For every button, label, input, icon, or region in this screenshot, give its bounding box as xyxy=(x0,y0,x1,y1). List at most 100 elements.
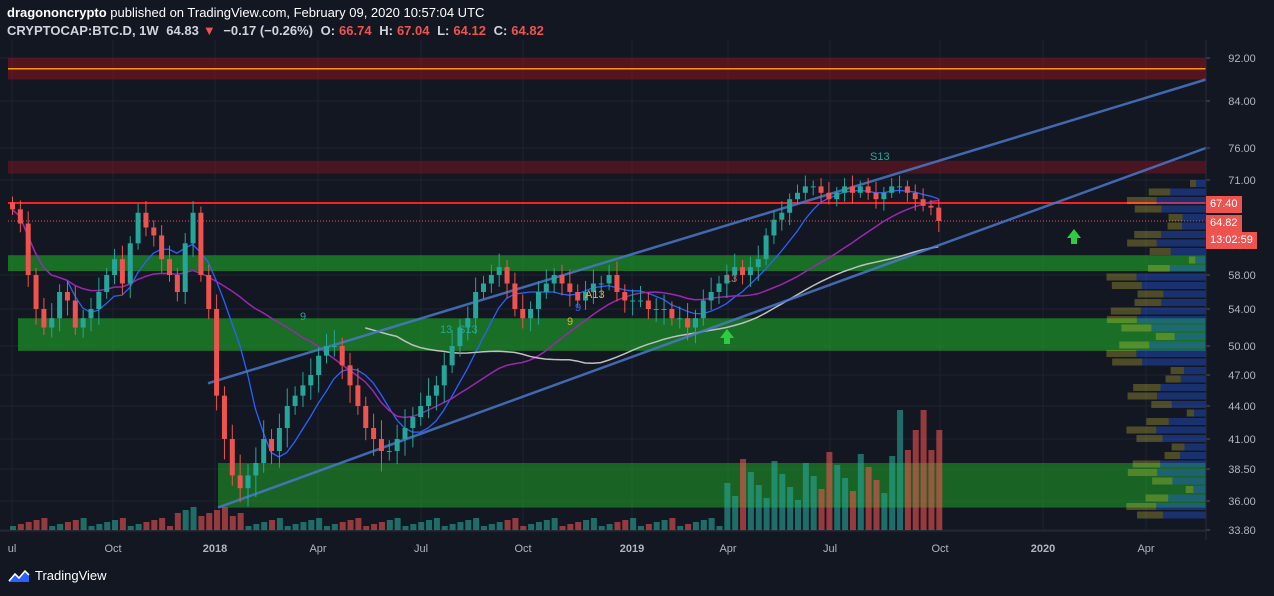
time-axis[interactable]: ul Oct 2018 Apr Jul Oct 2019 Apr Jul Oct 2020 Apr xyxy=(0,530,1206,555)
volume-bar xyxy=(849,491,856,530)
volume-bar xyxy=(692,522,699,530)
volume-bar xyxy=(920,410,927,530)
volume-profile-bar-value xyxy=(1119,341,1150,349)
candle-body xyxy=(449,346,455,366)
buy-arrow-icon xyxy=(1067,229,1081,244)
time-axis-label: Apr xyxy=(1137,543,1154,555)
volume-bar xyxy=(857,454,864,530)
candle-body xyxy=(245,475,251,489)
volume-bar xyxy=(331,524,338,530)
volume-bar xyxy=(10,526,16,530)
candle-body xyxy=(355,385,361,406)
volume-bar xyxy=(598,526,605,530)
volume-bar xyxy=(347,520,354,530)
volume-profile-bar xyxy=(1160,384,1206,391)
volume-bar xyxy=(64,522,71,530)
price-axis-label: 44.00 xyxy=(1228,401,1256,413)
candle-body xyxy=(386,451,392,452)
candle-body xyxy=(394,439,400,451)
volume-bar xyxy=(551,518,558,530)
volume-profile-bar-value xyxy=(1126,426,1157,434)
candle-body xyxy=(787,199,793,213)
candle-body xyxy=(481,283,486,292)
resistance-price-tag: 67.40 xyxy=(1206,196,1242,213)
price-axis-label: 50.00 xyxy=(1228,341,1256,353)
volume-bar xyxy=(378,522,385,530)
volume-bar xyxy=(465,520,472,530)
volume-bar xyxy=(276,518,283,530)
candle-body xyxy=(190,212,196,244)
volume-bar xyxy=(229,516,236,530)
candle-body xyxy=(276,428,282,451)
volume-bar xyxy=(449,524,456,530)
low-value: 64.12 xyxy=(453,23,486,38)
volume-profile-bar-value xyxy=(1185,486,1194,493)
tradingview-branding[interactable]: TradingView xyxy=(8,568,107,583)
volume-bar xyxy=(771,461,778,530)
candle-body xyxy=(708,292,714,301)
volume-bar xyxy=(528,524,535,530)
candle-body xyxy=(700,300,706,319)
candle-body xyxy=(88,309,94,319)
volume-profile-bar-value xyxy=(1126,503,1157,510)
candle-body xyxy=(17,209,23,224)
candle-body xyxy=(669,309,675,319)
candle-body xyxy=(441,365,447,386)
volume-bar xyxy=(912,430,919,530)
volume-profile-bar-value xyxy=(1137,290,1164,298)
candle-body xyxy=(135,212,141,244)
open-value: 66.74 xyxy=(339,23,372,38)
author-name[interactable]: dragononcrypto xyxy=(7,5,107,20)
candle-body xyxy=(206,275,212,309)
volume-bar xyxy=(72,520,79,530)
volume-bar xyxy=(355,518,362,530)
candle-body xyxy=(724,275,730,284)
volume-profile-bar xyxy=(1142,358,1206,366)
close-label: C: xyxy=(493,23,508,38)
candle-body xyxy=(418,406,424,417)
candle-body xyxy=(677,318,683,320)
ma-50-line xyxy=(11,199,939,419)
volume-bar xyxy=(488,524,495,530)
volume-bar xyxy=(316,518,323,530)
candle-body xyxy=(763,235,769,260)
volume-bar xyxy=(590,518,597,530)
candle-body xyxy=(261,439,267,463)
td-count-label: S13 xyxy=(870,151,890,163)
volume-bar xyxy=(57,524,64,530)
candle-body xyxy=(692,318,698,328)
candle-body xyxy=(818,186,824,193)
volume-profile-bar xyxy=(1156,426,1206,434)
volume-profile-bar xyxy=(1193,486,1206,493)
time-axis-label: Apr xyxy=(719,543,736,555)
volume-bar xyxy=(842,478,849,530)
symbol-name[interactable]: CRYPTOCAP:BTC.D, 1W xyxy=(7,23,159,38)
candle-body xyxy=(292,395,298,406)
volume-bar xyxy=(104,522,111,530)
candle-body xyxy=(10,202,15,210)
volume-profile-bar xyxy=(1156,392,1206,400)
price-axis[interactable]: 92.00 84.00 76.00 71.00 58.00 54.00 50.00 47.00… xyxy=(1205,40,1256,540)
price-axis-label: 71.00 xyxy=(1228,175,1256,187)
volume-bar xyxy=(520,526,527,530)
candle-body xyxy=(567,283,573,292)
current-price-tag: 64.82 xyxy=(1206,215,1242,232)
volume-bar xyxy=(135,524,142,530)
volume-bar xyxy=(779,474,786,530)
candle-body xyxy=(410,417,416,428)
volume-profile-bar xyxy=(1182,214,1206,221)
volume-profile-bar-value xyxy=(1127,469,1158,476)
volume-bar xyxy=(755,485,762,530)
volume-profile-bar-value xyxy=(1127,392,1157,400)
price-zone xyxy=(18,318,1206,351)
volume-bar xyxy=(732,496,739,530)
volume-bar xyxy=(936,430,943,530)
candle-body xyxy=(936,207,942,221)
price-change: −0.17 (−0.26%) xyxy=(223,23,313,38)
volume-bar xyxy=(386,520,393,530)
volume-profile-bar xyxy=(1168,494,1206,502)
candle-body xyxy=(159,235,165,260)
price-zone xyxy=(8,160,1206,174)
volume-profile-bar-value xyxy=(1132,460,1161,468)
